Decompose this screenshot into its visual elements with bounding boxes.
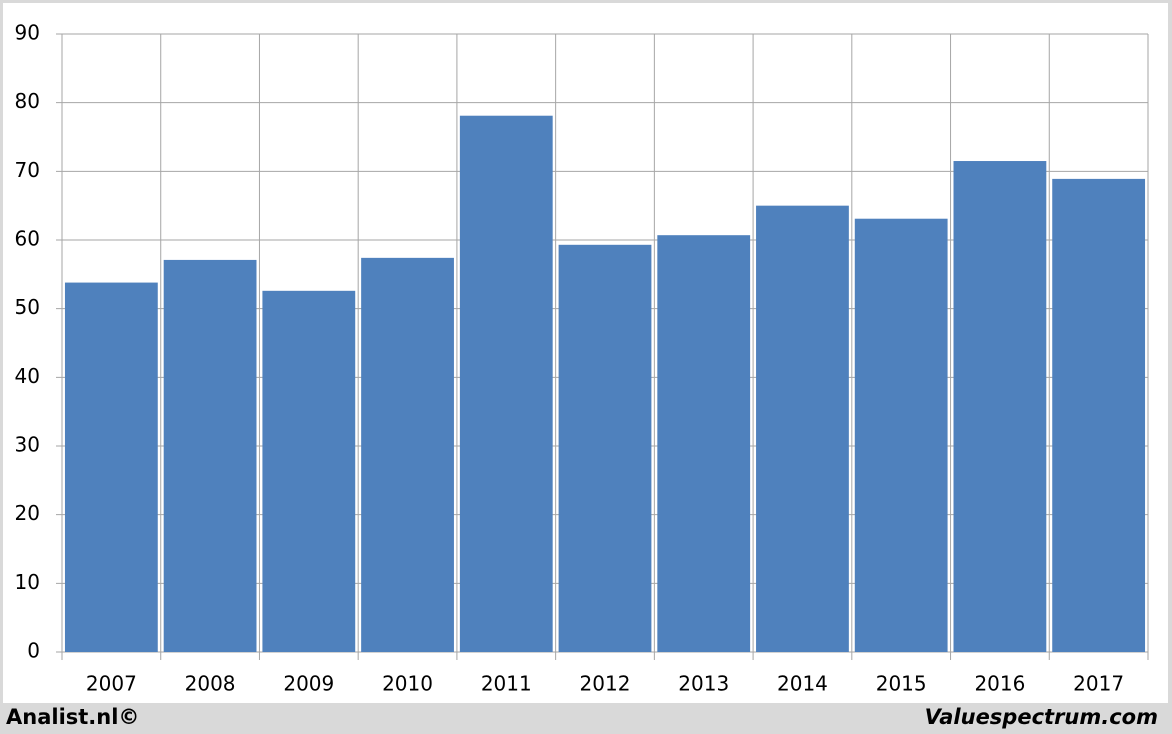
source-right: Valuespectrum.com — [925, 705, 1158, 729]
x-tick-label: 2007 — [86, 672, 137, 696]
x-tick-label: 2008 — [185, 672, 236, 696]
x-tick-label: 2013 — [678, 672, 729, 696]
y-tick-label: 50 — [15, 295, 40, 319]
x-tick-label: 2011 — [481, 672, 532, 696]
x-tick-label: 2009 — [283, 672, 334, 696]
x-tick-label: 2010 — [382, 672, 433, 696]
bar — [262, 290, 356, 652]
y-tick-label: 30 — [15, 433, 40, 457]
x-tick-label: 2014 — [777, 672, 828, 696]
bar — [854, 218, 948, 653]
bar — [64, 282, 158, 652]
y-tick-label: 20 — [15, 501, 40, 525]
y-tick-label: 70 — [15, 158, 40, 182]
bar — [756, 205, 849, 652]
bar — [361, 257, 454, 652]
x-tick-label: 2012 — [580, 672, 631, 696]
bar — [459, 115, 553, 653]
bar — [953, 161, 1047, 653]
x-tick-label: 2015 — [876, 672, 927, 696]
y-tick-label: 0 — [27, 639, 40, 663]
y-tick-label: 60 — [15, 227, 40, 251]
y-tick-label: 90 — [15, 21, 40, 45]
y-tick-label: 10 — [15, 570, 40, 594]
y-tick-label: 40 — [15, 364, 40, 388]
bar — [657, 235, 751, 652]
x-tick-label: 2017 — [1073, 672, 1124, 696]
bar — [1052, 178, 1146, 653]
y-tick-label: 80 — [15, 89, 40, 113]
bar — [163, 259, 257, 652]
source-left: Analist.nl© — [6, 705, 139, 729]
bar — [558, 244, 652, 652]
x-tick-label: 2016 — [974, 672, 1025, 696]
